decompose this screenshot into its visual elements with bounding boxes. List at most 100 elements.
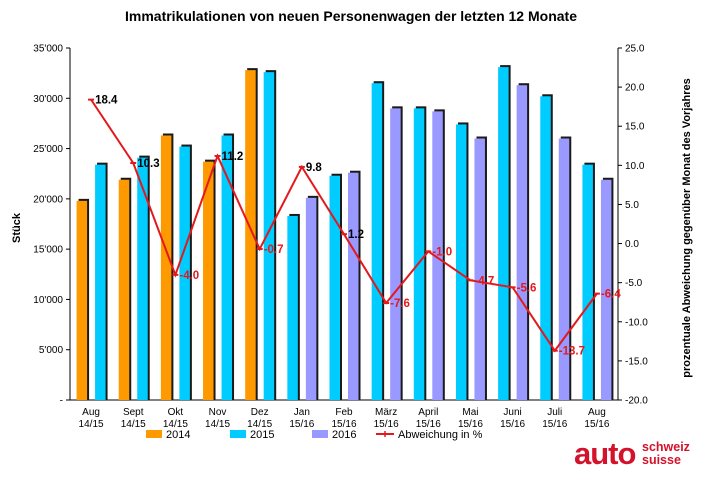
bar-2015 <box>263 72 275 400</box>
bar-2015 <box>137 157 148 400</box>
bars <box>76 65 614 401</box>
deviation-label: 18.4 <box>95 95 118 107</box>
legend-swatch-2016 <box>312 430 328 438</box>
x-tick-label-period: 14/15 <box>163 419 188 430</box>
y-axis-label: Stück <box>11 212 23 243</box>
y2-tick-label: -20.0 <box>625 396 648 407</box>
legend-label-2014: 2014 <box>166 429 190 441</box>
bar-2016 <box>600 179 612 400</box>
bar-2014 <box>76 200 88 400</box>
bar-2015 <box>455 124 467 400</box>
y2-tick-label: -10.0 <box>625 317 648 328</box>
bar-2014 <box>203 161 214 400</box>
legend: 2014 2015 2016 Abweichung in % <box>146 429 483 441</box>
bar-2016 <box>390 108 401 400</box>
bar-2015 <box>371 83 383 400</box>
bar-2015 <box>498 67 509 400</box>
y2-tick-label: 20.0 <box>625 83 645 94</box>
x-tick-label-month: Mai <box>462 407 478 418</box>
x-tick-label-period: 15/16 <box>416 419 441 430</box>
y-tick-label: 15'000 <box>33 245 63 256</box>
bar-2014 <box>245 70 256 400</box>
y-tick-label: 30'000 <box>33 94 63 105</box>
x-tick-label-period: 14/15 <box>79 419 104 430</box>
y2-axis-label: prozentuale Abweichung gegenüber Monat d… <box>681 78 693 378</box>
x-tick-label-month: April <box>418 407 438 418</box>
legend-swatch-2014 <box>146 430 162 438</box>
x-tick-label-period: 14/15 <box>205 419 230 430</box>
y-tick-label: 20'000 <box>33 194 63 205</box>
logo-line2: suisse <box>642 453 681 467</box>
y2-tick-label: -15.0 <box>625 356 648 367</box>
bar-2015 <box>540 96 551 400</box>
deviation-label: -4.0 <box>179 270 199 282</box>
bar-2015 <box>179 146 190 400</box>
bar-2015 <box>95 164 106 400</box>
y-tick-label: 35'000 <box>33 44 63 55</box>
x-tick-label-month: Feb <box>335 407 353 418</box>
x-tick-label-month: Juni <box>503 407 521 418</box>
x-tick-label-month: Nov <box>209 407 227 418</box>
bar-2015 <box>329 175 340 400</box>
deviation-label: -4.7 <box>474 275 494 287</box>
x-tick-label-month: Dez <box>251 407 269 418</box>
deviation-label: 10.3 <box>137 158 159 170</box>
deviation-label: -0.7 <box>264 244 284 256</box>
auto-schweiz-logo: auto schweiz suisse <box>574 436 704 476</box>
legend-label-deviation: Abweichung in % <box>398 429 483 441</box>
x-tick-label-month: Okt <box>168 407 184 418</box>
legend-label-2016: 2016 <box>332 429 356 441</box>
y2-tick-label: 0.0 <box>625 239 639 250</box>
x-tick-label-period: 15/16 <box>374 419 399 430</box>
deviation-label: -7.6 <box>390 298 410 310</box>
bar-2016 <box>516 85 528 400</box>
deviation-label: 11.2 <box>222 151 244 163</box>
y-tick-label: 5'000 <box>39 345 64 356</box>
x-tick-label-period: 15/16 <box>542 419 567 430</box>
x-tick-label-period: 14/15 <box>247 419 272 430</box>
chart-title: Immatrikulationen von neuen Personenwage… <box>125 8 577 24</box>
x-tick-label-period: 15/16 <box>500 419 525 430</box>
bar-2015 <box>413 108 425 400</box>
deviation-label: -13.7 <box>559 346 585 358</box>
deviation-label: -1.0 <box>432 246 452 258</box>
deviation-label: -6.4 <box>601 289 621 301</box>
y-tick-label: 10'000 <box>33 295 63 306</box>
deviation-label: 9.8 <box>306 162 323 174</box>
bar-2016 <box>348 172 359 400</box>
y2-tick-label: 15.0 <box>625 122 645 133</box>
x-axis-ticks: Aug14/15Sept14/15Okt14/15Nov14/15Dez14/1… <box>79 407 610 430</box>
bar-2016 <box>474 138 485 400</box>
bar-2014 <box>118 179 130 400</box>
x-tick-label-month: Juli <box>547 407 562 418</box>
y2-tick-label: 10.0 <box>625 161 645 172</box>
bar-2014 <box>160 135 172 401</box>
y2-tick-label: 5.0 <box>625 200 639 211</box>
x-tick-label-month: Jan <box>294 407 310 418</box>
legend-swatch-2015 <box>230 430 246 438</box>
logo-line1: schweiz <box>642 440 690 454</box>
bar-2015 <box>287 215 298 400</box>
bar-2015 <box>582 164 593 400</box>
y-tick-label: - <box>60 396 63 407</box>
x-tick-label-month: Sept <box>123 407 144 418</box>
x-tick-label-month: Aug <box>588 407 606 418</box>
y-tick-label: 25'000 <box>33 144 63 155</box>
deviation-label: -5.6 <box>517 282 537 294</box>
y2-tick-label: -5.0 <box>625 278 643 289</box>
x-tick-label-month: Aug <box>82 407 100 418</box>
data-labels: 18.4 10.3 -4.0 11.2 -0.7 9.8 1.2 -7.6 -1.0 -4.7 -5… <box>95 95 621 358</box>
bar-2016 <box>558 138 570 400</box>
logo-word: auto <box>574 436 636 471</box>
x-tick-label-month: März <box>375 407 397 418</box>
x-tick-label-period: 15/16 <box>584 419 609 430</box>
bar-2016 <box>305 197 317 400</box>
x-tick-label-period: 14/15 <box>121 419 146 430</box>
y2-tick-label: 25.0 <box>625 44 645 55</box>
bar-2016 <box>432 111 443 401</box>
deviation-label: 1.2 <box>348 229 364 241</box>
legend-label-2015: 2015 <box>250 429 274 441</box>
bar-2015 <box>221 135 233 401</box>
x-tick-label-period: 15/16 <box>331 419 356 430</box>
